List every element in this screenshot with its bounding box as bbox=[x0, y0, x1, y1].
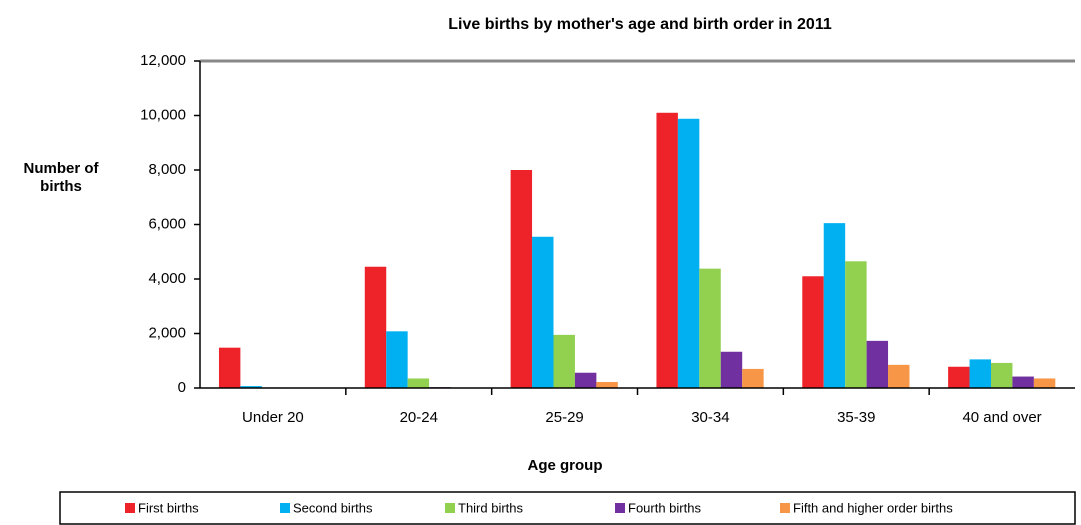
bar bbox=[866, 340, 889, 388]
x-tick-label: 30-34 bbox=[691, 409, 729, 426]
legend-label: First births bbox=[138, 500, 199, 515]
bar bbox=[596, 382, 618, 388]
legend-swatch bbox=[125, 503, 135, 513]
bar bbox=[656, 112, 678, 389]
legend-label: Fifth and higher order births bbox=[793, 500, 953, 515]
bar bbox=[677, 118, 700, 389]
bar bbox=[699, 268, 721, 388]
bar bbox=[240, 386, 262, 388]
x-axis-label: Age group bbox=[528, 457, 603, 474]
bar bbox=[845, 261, 867, 388]
bar bbox=[991, 362, 1013, 388]
legend-swatch bbox=[615, 503, 625, 513]
y-tick-label: 6,000 bbox=[148, 215, 186, 232]
bar bbox=[364, 266, 387, 388]
legend-swatch bbox=[445, 503, 455, 513]
bar bbox=[510, 170, 533, 388]
y-tick-label: 2,000 bbox=[148, 324, 186, 341]
x-tick-label: 25-29 bbox=[545, 409, 583, 426]
bar bbox=[948, 366, 970, 388]
bar bbox=[823, 223, 846, 388]
bar bbox=[407, 378, 430, 388]
bar bbox=[1012, 376, 1034, 388]
bar bbox=[969, 359, 991, 388]
y-tick-label: 0 bbox=[178, 379, 186, 396]
y-tick-label: 8,000 bbox=[148, 161, 186, 178]
legend-label: Second births bbox=[293, 500, 373, 515]
bar bbox=[720, 351, 743, 388]
bar bbox=[532, 236, 554, 388]
legend-box bbox=[59, 491, 1076, 525]
x-tick-label: 20-24 bbox=[400, 409, 438, 426]
legend-swatch bbox=[280, 503, 290, 513]
bar bbox=[1033, 378, 1056, 388]
bar bbox=[386, 331, 408, 388]
y-tick-label: 10,000 bbox=[140, 106, 186, 123]
legend-swatch bbox=[780, 503, 790, 513]
chart-title: Live births by mother's age and birth or… bbox=[448, 16, 832, 33]
bar bbox=[218, 347, 241, 388]
y-tick-label: 4,000 bbox=[148, 270, 186, 287]
bar bbox=[888, 364, 910, 388]
bar bbox=[574, 372, 597, 388]
legend-label: Third births bbox=[458, 500, 524, 515]
bar bbox=[553, 334, 575, 388]
bar bbox=[742, 368, 764, 388]
bar bbox=[802, 276, 824, 388]
y-tick-label: 12,000 bbox=[140, 52, 186, 69]
legend-label: Fourth births bbox=[628, 500, 701, 515]
x-tick-label: Under 20 bbox=[242, 409, 304, 426]
x-tick-label: 40 and over bbox=[962, 409, 1041, 426]
x-tick-label: 35-39 bbox=[837, 409, 875, 426]
y-axis-label: Number of births bbox=[23, 160, 99, 195]
